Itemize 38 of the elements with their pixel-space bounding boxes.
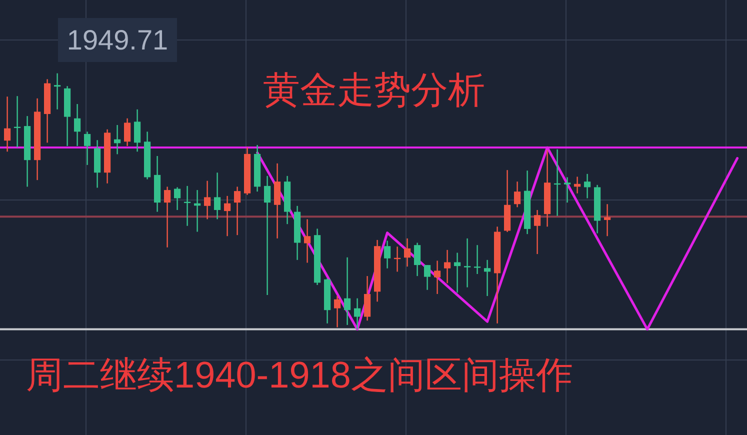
candlestick: [224, 195, 231, 237]
candlestick: [344, 256, 351, 326]
candlestick: [84, 131, 91, 166]
candlestick: [514, 180, 521, 208]
candlestick: [204, 180, 211, 220]
candlestick: [304, 218, 311, 264]
candlestick: [424, 264, 431, 290]
candlestick: [474, 244, 481, 275]
candlestick: [364, 275, 371, 322]
candlestick: [124, 118, 131, 147]
candlestick: [164, 186, 171, 248]
candlestick: [404, 238, 411, 268]
candlestick: [114, 124, 121, 155]
candlestick: [334, 295, 341, 328]
text: 周二继续1940-1918之间区间操作: [26, 354, 573, 396]
candlestick: [464, 238, 471, 288]
candlestick: [74, 103, 81, 147]
candlestick: [604, 204, 611, 237]
candlestick: [4, 96, 11, 152]
candlestick: [414, 242, 421, 277]
candlestick: [54, 72, 61, 110]
candlestick: [354, 298, 361, 330]
candlestick: [384, 240, 391, 269]
text: 1949.71: [66, 24, 168, 56]
candlestick: [584, 173, 591, 199]
candlestick: [174, 186, 181, 211]
candlestick: [274, 162, 281, 240]
candlestick: [134, 108, 141, 152]
candlestick: [264, 175, 271, 296]
candlestick: [444, 249, 451, 284]
candlestick: [564, 176, 571, 204]
candlestick: [214, 172, 221, 220]
candlestick: [434, 260, 441, 295]
candlestick: [534, 209, 541, 255]
candlestick: [484, 259, 491, 297]
candlestick: [234, 186, 241, 236]
chart-title: 黄金走势分析: [263, 70, 485, 110]
candlestick: [454, 252, 461, 294]
